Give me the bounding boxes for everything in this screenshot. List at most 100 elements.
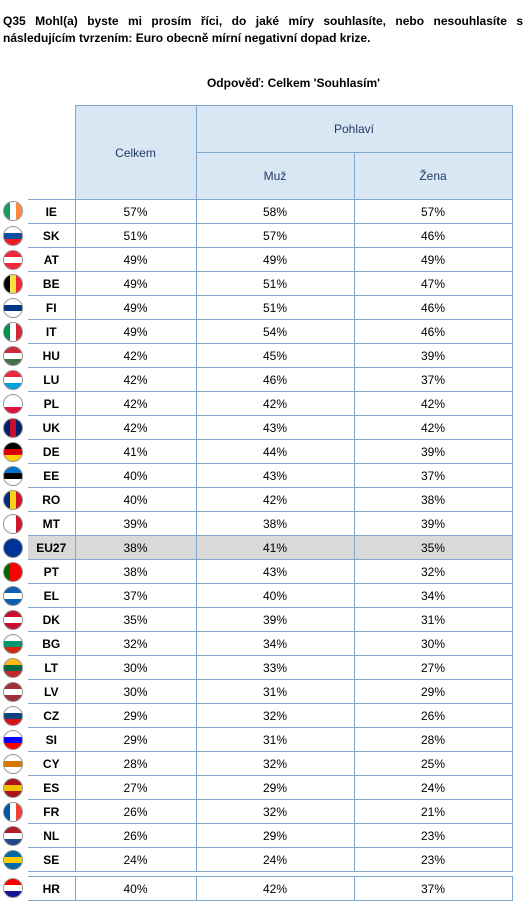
table-row: HR 40% 42% 37%	[0, 876, 513, 901]
country-flag-icon	[3, 369, 23, 390]
header-total: Celkem	[74, 105, 197, 200]
flag-cell	[0, 247, 28, 272]
female-value: 38%	[353, 487, 513, 512]
table-row: IE 57% 58% 57%	[0, 199, 513, 224]
flag-cell	[0, 535, 28, 560]
country-code: MT	[28, 511, 76, 536]
total-value: 30%	[74, 679, 197, 704]
female-value: 26%	[353, 703, 513, 728]
male-value: 29%	[195, 775, 355, 800]
male-value: 49%	[195, 247, 355, 272]
country-flag-icon	[3, 417, 23, 438]
country-code: DE	[28, 439, 76, 464]
flag-cell	[0, 511, 28, 536]
flag-cell	[0, 703, 28, 728]
country-flag-icon	[3, 321, 23, 342]
flag-cell	[0, 415, 28, 440]
country-flag-icon	[3, 297, 23, 318]
total-value: 38%	[74, 559, 197, 584]
question-text: Q35 Mohl(a) byste mi prosím říci, do jak…	[3, 14, 523, 45]
female-value: 23%	[353, 847, 513, 872]
male-value: 45%	[195, 343, 355, 368]
flag-cell	[0, 271, 28, 296]
country-code: SI	[28, 727, 76, 752]
country-flag-icon	[3, 705, 23, 726]
country-flag-icon	[3, 513, 23, 534]
male-value: 57%	[195, 223, 355, 248]
table-row: UK 42% 43% 42%	[0, 415, 513, 440]
male-value: 32%	[195, 751, 355, 776]
total-value: 26%	[74, 799, 197, 824]
country-code: EU27	[28, 535, 76, 560]
country-code: UK	[28, 415, 76, 440]
table-row: DK 35% 39% 31%	[0, 607, 513, 632]
total-value: 24%	[74, 847, 197, 872]
total-value: 40%	[74, 463, 197, 488]
table-row: PL 42% 42% 42%	[0, 391, 513, 416]
table-row: FR 26% 32% 21%	[0, 799, 513, 824]
female-value: 46%	[353, 319, 513, 344]
flag-cell	[0, 631, 28, 656]
female-value: 39%	[353, 439, 513, 464]
table-row: ES 27% 29% 24%	[0, 775, 513, 800]
female-value: 23%	[353, 823, 513, 848]
country-flag-icon	[3, 729, 23, 750]
table-row: EL 37% 40% 34%	[0, 583, 513, 608]
table-row: BE 49% 51% 47%	[0, 271, 513, 296]
flag-cell	[0, 343, 28, 368]
male-value: 40%	[195, 583, 355, 608]
country-code: EL	[28, 583, 76, 608]
table-row: FI 49% 51% 46%	[0, 295, 513, 320]
total-value: 29%	[74, 703, 197, 728]
table-row: PT 38% 43% 32%	[0, 559, 513, 584]
female-value: 57%	[353, 199, 513, 224]
flag-cell	[0, 391, 28, 416]
female-value: 46%	[353, 295, 513, 320]
country-code: DK	[28, 607, 76, 632]
country-flag-icon	[3, 249, 23, 270]
country-flag-icon	[3, 489, 23, 510]
table-row: CZ 29% 32% 26%	[0, 703, 513, 728]
male-value: 33%	[195, 655, 355, 680]
flag-cell	[0, 319, 28, 344]
male-value: 29%	[195, 823, 355, 848]
male-value: 44%	[195, 439, 355, 464]
table-row: MT 39% 38% 39%	[0, 511, 513, 536]
table-row: EU27 38% 41% 35%	[0, 535, 513, 560]
country-flag-icon	[3, 393, 23, 414]
female-value: 49%	[353, 247, 513, 272]
total-value: 42%	[74, 367, 197, 392]
table-row: RO 40% 42% 38%	[0, 487, 513, 512]
total-value: 49%	[74, 271, 197, 296]
flag-cell	[0, 799, 28, 824]
male-value: 58%	[195, 199, 355, 224]
country-code: CZ	[28, 703, 76, 728]
female-value: 42%	[353, 391, 513, 416]
table-row: SK 51% 57% 46%	[0, 223, 513, 248]
country-flag-icon	[3, 585, 23, 606]
table-body: IE 57% 58% 57% SK 51% 57% 46% AT 49% 49% 49% BE 49% 51…	[0, 199, 513, 901]
flag-cell	[0, 847, 28, 872]
flag-cell	[0, 751, 28, 776]
male-value: 43%	[195, 463, 355, 488]
female-value: 35%	[353, 535, 513, 560]
country-flag-icon	[3, 201, 23, 222]
table-row: BG 32% 34% 30%	[0, 631, 513, 656]
country-flag-icon	[3, 561, 23, 582]
table-row: DE 41% 44% 39%	[0, 439, 513, 464]
country-flag-icon	[3, 465, 23, 486]
flag-cell	[0, 655, 28, 680]
header-female: Žena	[353, 152, 513, 200]
male-value: 43%	[195, 559, 355, 584]
country-code: PL	[28, 391, 76, 416]
total-value: 42%	[74, 391, 197, 416]
male-value: 46%	[195, 367, 355, 392]
male-value: 31%	[195, 727, 355, 752]
table-row: EE 40% 43% 37%	[0, 463, 513, 488]
country-code: AT	[28, 247, 76, 272]
country-code: RO	[28, 487, 76, 512]
table-row: LT 30% 33% 27%	[0, 655, 513, 680]
flag-cell	[0, 199, 28, 224]
female-value: 28%	[353, 727, 513, 752]
results-table: Celkem Pohlaví Muž Žena IE 57% 58% 57% SK 51%…	[0, 105, 513, 901]
